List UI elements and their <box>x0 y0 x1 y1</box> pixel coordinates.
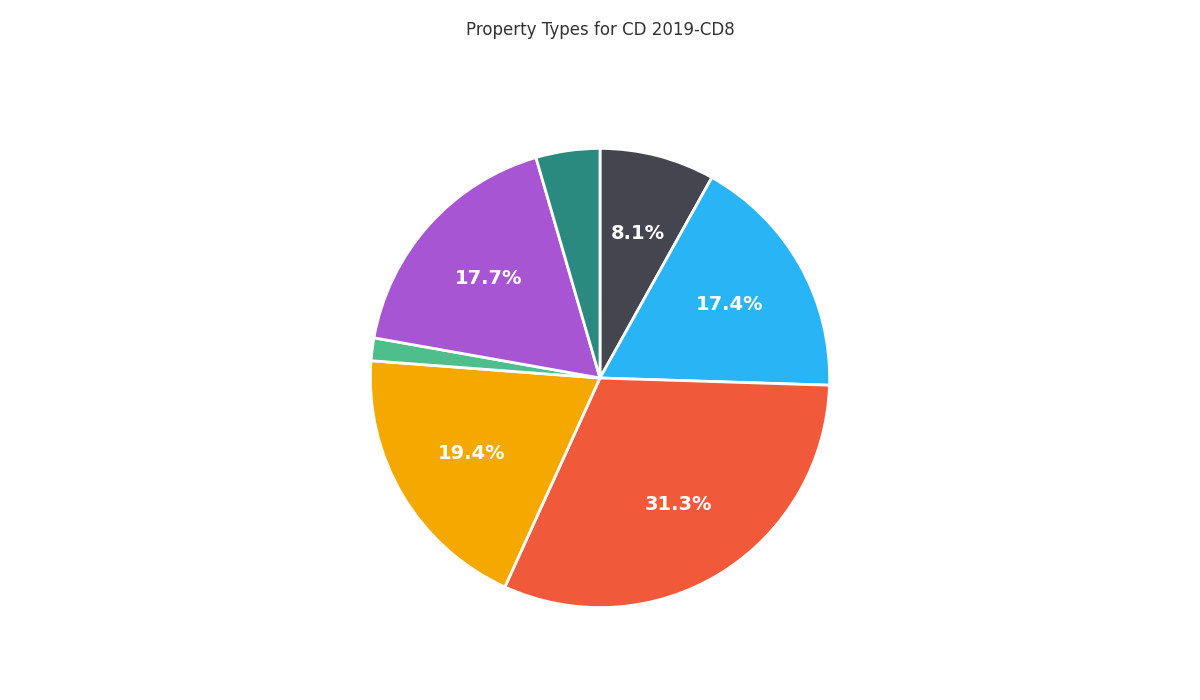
Text: Property Types for CD 2019-CD8: Property Types for CD 2019-CD8 <box>466 21 734 39</box>
Text: 19.4%: 19.4% <box>438 444 505 463</box>
Wedge shape <box>600 148 712 378</box>
Wedge shape <box>505 378 829 608</box>
Wedge shape <box>600 178 829 385</box>
Text: 17.7%: 17.7% <box>455 269 523 288</box>
Wedge shape <box>374 158 600 378</box>
Wedge shape <box>371 360 600 587</box>
Wedge shape <box>536 148 600 378</box>
Text: 8.1%: 8.1% <box>611 224 665 243</box>
Text: 17.4%: 17.4% <box>696 295 763 314</box>
Text: 31.3%: 31.3% <box>646 496 713 514</box>
Wedge shape <box>371 338 600 378</box>
